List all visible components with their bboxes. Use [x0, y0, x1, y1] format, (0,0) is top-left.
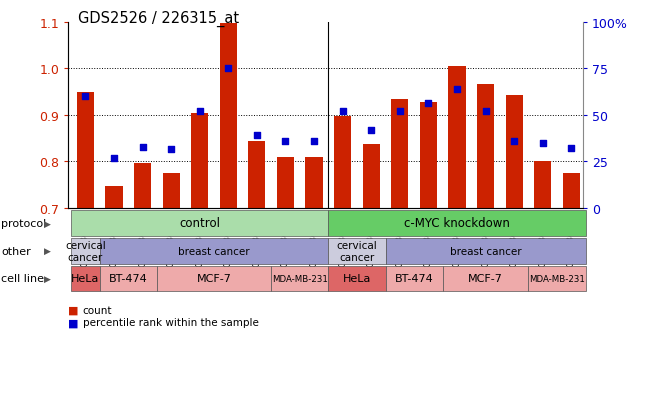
Point — [480, 109, 491, 115]
Bar — [277, 157, 294, 209]
Bar — [391, 100, 408, 209]
Text: cell line: cell line — [1, 274, 44, 284]
Text: MCF-7: MCF-7 — [197, 274, 232, 284]
Text: MDA-MB-231: MDA-MB-231 — [529, 274, 585, 283]
Bar — [220, 24, 237, 209]
Bar — [334, 116, 351, 209]
Text: breast cancer: breast cancer — [450, 246, 521, 256]
Text: BT-474: BT-474 — [395, 274, 434, 284]
Point — [195, 109, 205, 115]
Text: cervical
cancer: cervical cancer — [337, 240, 378, 262]
Text: HeLa: HeLa — [72, 274, 100, 284]
Point — [80, 94, 90, 100]
Text: ▶: ▶ — [44, 274, 51, 283]
Text: breast cancer: breast cancer — [178, 246, 250, 256]
Point — [337, 109, 348, 115]
Point — [366, 127, 376, 134]
Bar — [248, 141, 266, 209]
Text: ▶: ▶ — [44, 219, 51, 228]
Text: GDS2526 / 226315_at: GDS2526 / 226315_at — [78, 10, 240, 26]
Bar — [134, 164, 151, 209]
Point — [395, 109, 405, 115]
Point — [281, 138, 291, 145]
Text: percentile rank within the sample: percentile rank within the sample — [83, 318, 258, 328]
Text: MDA-MB-231: MDA-MB-231 — [272, 274, 327, 283]
Bar — [163, 173, 180, 209]
Bar — [77, 93, 94, 209]
Point — [566, 146, 576, 152]
Text: HeLa: HeLa — [342, 274, 371, 284]
Text: control: control — [179, 217, 220, 230]
Bar — [305, 157, 323, 209]
Text: ■: ■ — [68, 318, 79, 328]
Text: cervical
cancer: cervical cancer — [65, 240, 106, 262]
Point — [538, 140, 548, 147]
Bar — [477, 85, 494, 209]
Bar — [191, 113, 208, 209]
Bar — [562, 173, 580, 209]
Bar — [363, 145, 380, 209]
Bar — [534, 162, 551, 209]
Point — [166, 147, 176, 153]
Text: ▶: ▶ — [44, 247, 51, 256]
Bar — [505, 96, 523, 209]
Point — [109, 155, 119, 161]
Text: count: count — [83, 305, 112, 315]
Point — [309, 139, 319, 145]
Point — [252, 133, 262, 140]
Point — [223, 66, 234, 73]
Point — [137, 144, 148, 151]
Text: c-MYC knockdown: c-MYC knockdown — [404, 217, 510, 230]
Text: MCF-7: MCF-7 — [468, 274, 503, 284]
Text: protocol: protocol — [1, 218, 47, 228]
Bar — [105, 186, 122, 209]
Point — [423, 100, 434, 107]
Text: BT-474: BT-474 — [109, 274, 148, 284]
Bar — [449, 67, 465, 209]
Point — [509, 139, 519, 145]
Point — [452, 87, 462, 93]
Bar — [420, 103, 437, 209]
Text: ■: ■ — [68, 305, 79, 315]
Text: other: other — [1, 246, 31, 256]
